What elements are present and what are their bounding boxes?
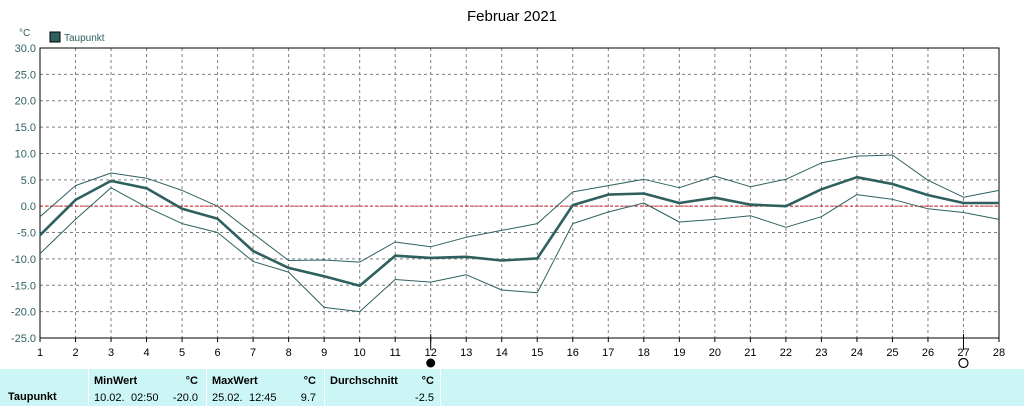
x-tick-label: 4 xyxy=(143,347,149,359)
x-tick-label: 18 xyxy=(638,347,650,359)
x-tick-label: 25 xyxy=(886,347,898,359)
series-line-min xyxy=(39,187,1000,313)
x-tick-label: 24 xyxy=(851,347,863,359)
stats-label-cell: Taupunkt xyxy=(0,369,88,406)
max-value: 9.7 xyxy=(300,392,316,404)
y-tick-label: -5.0 xyxy=(17,228,36,240)
min-header: MinWert xyxy=(94,375,138,387)
y-unit-label: °C xyxy=(19,28,30,39)
series-line-taupunkt xyxy=(39,175,999,288)
y-tick-label: 5.0 xyxy=(21,175,36,187)
dewpoint-chart: Februar 2021 °C Taupunkt 30.025.020.015.… xyxy=(11,8,1005,369)
y-tick-label: -10.0 xyxy=(11,254,36,266)
y-tick-label: -15.0 xyxy=(11,280,36,292)
min-value: -20.0 xyxy=(172,392,198,404)
x-tick-label: 28 xyxy=(993,347,1005,359)
stats-max-cell: MaxWert °C 25.02. 12:45 9.7 xyxy=(207,369,324,406)
x-tick-label: 5 xyxy=(179,347,185,359)
x-tick-label: 2 xyxy=(72,347,78,359)
x-tick-label: 15 xyxy=(531,347,543,359)
y-tick-label: 25.0 xyxy=(15,69,36,81)
x-tick-label: 11 xyxy=(389,347,400,359)
stats-row-label: Taupunkt xyxy=(8,391,57,403)
x-tick-label: 1 xyxy=(37,347,43,359)
legend-swatch xyxy=(49,31,61,43)
x-tick-label: 6 xyxy=(215,347,221,359)
x-tick-label: 14 xyxy=(496,347,508,359)
x-tick-label: 17 xyxy=(602,347,614,359)
x-tick-label: 26 xyxy=(922,347,934,359)
chart-title: Februar 2021 xyxy=(467,8,557,25)
stats-empty-cell xyxy=(441,369,1024,406)
y-tick-label: 30.0 xyxy=(15,43,36,55)
min-date: 10.02. xyxy=(94,392,125,404)
y-tick-label: 10.0 xyxy=(15,148,36,160)
stats-table: Taupunkt MinWert °C 10.02. 02:50 -20.0 M… xyxy=(0,369,1024,406)
min-unit: °C xyxy=(185,375,198,387)
max-date: 25.02. xyxy=(212,392,243,404)
x-tick-label: 8 xyxy=(286,347,292,359)
avg-unit: °C xyxy=(421,375,434,387)
x-tick-label: 16 xyxy=(567,347,579,359)
max-unit: °C xyxy=(303,375,316,387)
min-time: 02:50 xyxy=(131,392,159,404)
x-tick-label: 3 xyxy=(108,347,114,359)
x-tick-label: 21 xyxy=(744,347,756,359)
plot-frame xyxy=(39,47,1000,339)
y-tick-label: 0.0 xyxy=(21,201,36,213)
y-tick-label: -20.0 xyxy=(11,307,36,319)
y-tick-label: 15.0 xyxy=(15,122,36,134)
full-moon-icon xyxy=(426,358,436,368)
new-moon-icon xyxy=(958,357,969,369)
x-tick-label: 7 xyxy=(250,347,256,359)
legend-label: Taupunkt xyxy=(64,33,105,44)
x-tick-label: 23 xyxy=(815,347,827,359)
avg-value: -2.5 xyxy=(415,392,434,404)
x-tick-label: 10 xyxy=(354,347,366,359)
x-tick-label: 27 xyxy=(957,347,969,359)
x-tick-label: 13 xyxy=(460,347,472,359)
series-line-max xyxy=(39,154,1000,263)
x-tick-label: 9 xyxy=(321,347,327,359)
y-tick-label: 20.0 xyxy=(15,96,36,108)
x-tick-label: 12 xyxy=(425,347,437,359)
x-tick-label: 19 xyxy=(673,347,685,359)
max-header: MaxWert xyxy=(212,375,258,387)
x-tick-label: 20 xyxy=(709,347,721,359)
avg-header: Durchschnitt xyxy=(330,375,398,387)
y-tick-label: -25.0 xyxy=(11,333,36,345)
max-time: 12:45 xyxy=(249,392,277,404)
stats-avg-cell: Durchschnitt °C -2.5 xyxy=(325,369,440,406)
x-tick-label: 22 xyxy=(780,347,792,359)
stats-min-cell: MinWert °C 10.02. 02:50 -20.0 xyxy=(89,369,206,406)
